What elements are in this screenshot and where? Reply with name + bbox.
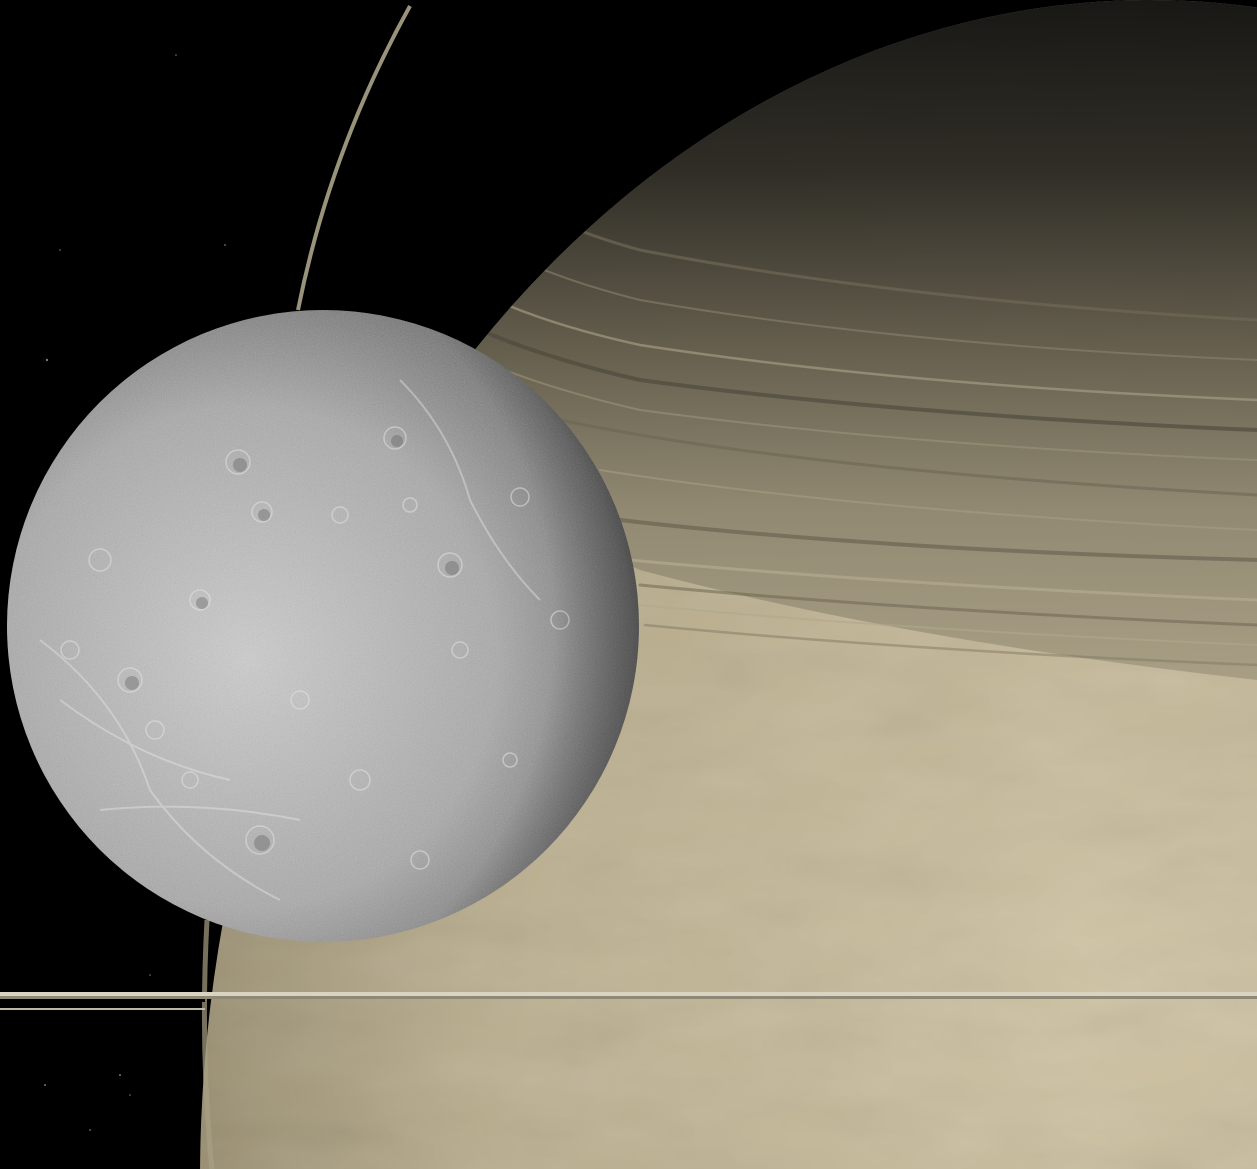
planet-limb-lower bbox=[201, 919, 215, 1169]
moon bbox=[7, 310, 639, 942]
ring-plane bbox=[0, 992, 1257, 1010]
stars bbox=[44, 54, 226, 1131]
planet-limb bbox=[296, 5, 412, 311]
